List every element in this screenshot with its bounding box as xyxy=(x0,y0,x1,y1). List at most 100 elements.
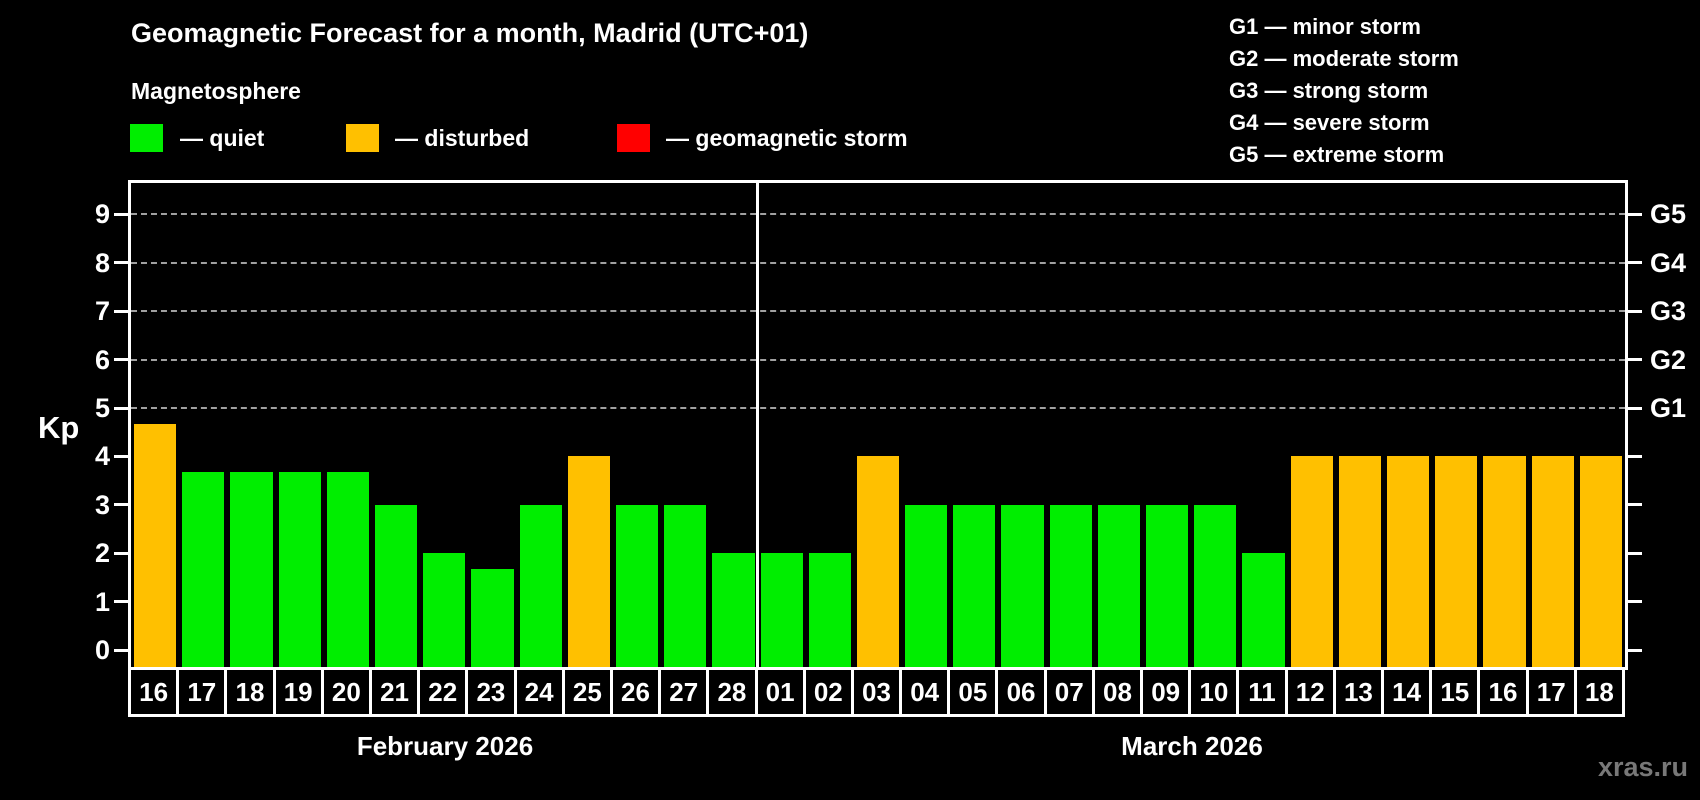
date-cell-22: 10 xyxy=(1188,667,1240,717)
y-tick-right-6 xyxy=(1625,358,1642,362)
kp-bar-day-14 xyxy=(1387,456,1430,667)
y-tick-right-2 xyxy=(1625,551,1642,555)
y-tick-right-1 xyxy=(1625,600,1642,604)
kp-bar-day-09 xyxy=(1146,504,1189,667)
kp-bar-day-01 xyxy=(760,553,803,667)
month-label-february: February 2026 xyxy=(356,731,534,761)
g-legend-line: G2 — moderate storm xyxy=(1229,46,1459,71)
kp-bar-day-08 xyxy=(1097,504,1141,667)
g-legend-line: G1 — minor storm xyxy=(1229,14,1421,39)
date-cell-14: 02 xyxy=(802,667,854,717)
date-cell-0: 16 xyxy=(128,667,180,717)
date-cell-10: 26 xyxy=(609,667,662,717)
date-cell-12: 28 xyxy=(706,667,758,717)
gridline-kp9 xyxy=(131,213,1625,216)
gridline-kp6 xyxy=(131,358,1625,361)
y-tick-left-7 xyxy=(114,309,131,313)
kp-bar-day-04 xyxy=(905,504,948,667)
y-tick-left-3 xyxy=(114,503,131,507)
y-tick-label-0: 0 xyxy=(94,635,110,665)
y-tick-right-9 xyxy=(1625,212,1642,216)
date-cell-24: 12 xyxy=(1284,667,1336,717)
y-axis-title: Kp xyxy=(38,410,80,445)
g-axis-label-G3: G3 xyxy=(1650,296,1687,327)
date-cell-15: 03 xyxy=(850,667,903,717)
quiet-color-swatch xyxy=(130,124,163,152)
date-cell-19: 07 xyxy=(1043,667,1095,717)
date-cell-25: 13 xyxy=(1332,667,1385,717)
kp-bar-day-23 xyxy=(471,569,514,667)
kp-bar-day-07 xyxy=(1049,504,1092,667)
y-tick-right-3 xyxy=(1625,503,1642,507)
kp-bar-day-28 xyxy=(712,553,755,667)
kp-bar-day-05 xyxy=(953,504,996,667)
y-tick-right-0 xyxy=(1625,648,1642,652)
date-cell-3: 19 xyxy=(272,667,324,717)
date-cell-16: 04 xyxy=(899,667,951,717)
date-cell-29: 17 xyxy=(1525,667,1577,717)
date-cell-1: 17 xyxy=(176,667,228,717)
disturbed-color-swatch xyxy=(346,124,379,152)
kp-bar-day-06 xyxy=(1001,504,1044,667)
quiet-legend-label: — quiet xyxy=(180,125,265,151)
y-tick-label-6: 6 xyxy=(94,344,110,375)
g-axis-label-G4: G4 xyxy=(1650,247,1687,278)
kp-bar-day-25 xyxy=(567,456,610,667)
chart-subtitle: Magnetosphere xyxy=(131,78,301,104)
kp-bar-day-21 xyxy=(374,504,418,667)
kp-bar-day-03 xyxy=(856,456,900,667)
y-tick-right-7 xyxy=(1625,309,1642,313)
y-tick-left-6 xyxy=(114,358,131,362)
g-axis-label-G1: G1 xyxy=(1650,393,1687,423)
date-cell-13: 01 xyxy=(754,667,806,717)
kp-bar-day-17 xyxy=(182,472,225,667)
date-cell-27: 15 xyxy=(1429,667,1481,717)
y-tick-left-9 xyxy=(114,212,131,216)
date-cell-30: 18 xyxy=(1573,667,1625,717)
y-tick-label-9: 9 xyxy=(94,199,110,230)
kp-bar-day-11 xyxy=(1242,553,1285,667)
date-cell-6: 22 xyxy=(417,667,469,717)
gridline-kp7 xyxy=(131,310,1625,313)
date-cell-28: 16 xyxy=(1477,667,1529,717)
watermark: xras.ru xyxy=(1597,752,1688,782)
g-scale-legend: G1 — minor storm G2 — moderate storm G3 — … xyxy=(1229,11,1459,171)
storm-legend-label: — geomagnetic storm xyxy=(666,125,908,151)
kp-bar-day-24 xyxy=(519,504,562,667)
date-cell-23: 11 xyxy=(1236,667,1288,717)
g-legend-line: G3 — strong storm xyxy=(1229,78,1429,103)
kp-bar-day-27 xyxy=(664,504,707,667)
y-tick-left-0 xyxy=(114,648,131,652)
kp-bar-day-26 xyxy=(615,504,659,667)
g-axis-label-G5: G5 xyxy=(1650,199,1687,230)
y-tick-left-1 xyxy=(114,600,131,604)
kp-bar-day-22 xyxy=(423,553,466,667)
y-tick-label-3: 3 xyxy=(94,489,110,520)
kp-bar-day-18 xyxy=(230,472,273,667)
kp-bar-day-19 xyxy=(278,472,321,667)
kp-bar-day-20 xyxy=(326,472,369,667)
kp-bar-day-16 xyxy=(1483,456,1526,667)
y-tick-label-4: 4 xyxy=(94,441,110,472)
date-cell-26: 14 xyxy=(1381,667,1433,717)
kp-bar-day-02 xyxy=(808,553,851,667)
gridline-kp8 xyxy=(131,261,1625,264)
g-legend-line: G5 — extreme storm xyxy=(1229,142,1445,167)
y-tick-label-2: 2 xyxy=(94,538,110,569)
y-tick-right-5 xyxy=(1625,406,1642,410)
y-tick-left-4 xyxy=(114,454,131,458)
y-tick-label-8: 8 xyxy=(94,247,110,278)
y-tick-left-2 xyxy=(114,551,131,555)
g-legend-line: G4 — severe storm xyxy=(1229,110,1430,135)
kp-bar-day-17 xyxy=(1531,456,1574,667)
date-cell-9: 25 xyxy=(561,667,613,717)
date-cell-17: 05 xyxy=(947,667,999,717)
date-cell-11: 27 xyxy=(658,667,710,717)
y-tick-label-7: 7 xyxy=(94,296,110,327)
month-divider xyxy=(756,183,760,667)
date-cell-20: 08 xyxy=(1091,667,1144,717)
g-axis-label-G2: G2 xyxy=(1650,344,1687,375)
kp-bar-day-16 xyxy=(134,423,177,667)
kp-bar-day-13 xyxy=(1338,456,1382,667)
